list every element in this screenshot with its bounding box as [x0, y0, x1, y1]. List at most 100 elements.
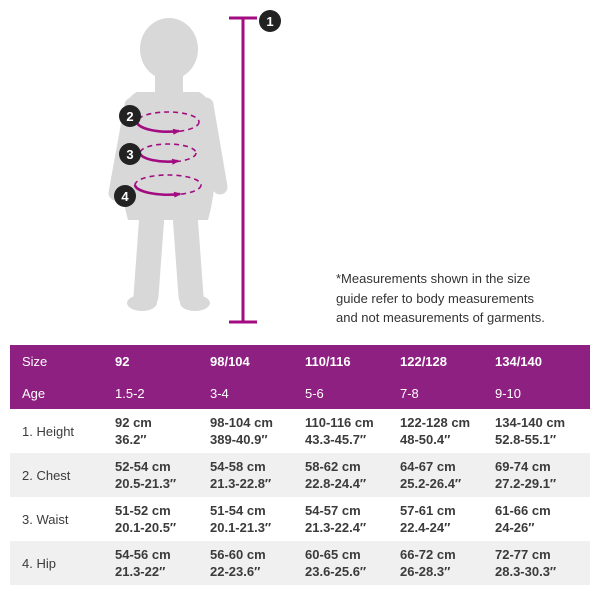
inch-value: 21.3-22″ — [115, 564, 166, 579]
table-cell: 69-74 cm 27.2-29.1″ — [495, 458, 590, 492]
inch-value: 52.8-55.1″ — [495, 432, 557, 447]
table-cell: 134-140 cm 52.8-55.1″ — [495, 414, 590, 448]
marker-2-number: 2 — [126, 109, 133, 124]
age-value: 7-8 — [400, 385, 419, 401]
chest-measure-ellipse — [135, 111, 200, 135]
table-cell: 54-58 cm 21.3-22.8″ — [210, 458, 305, 492]
note-line: and not measurements of garments. — [336, 310, 545, 325]
cm-value: 61-66 cm — [495, 503, 551, 518]
table-body: 1. Height 92 cm 36.2″ 98-104 cm 389-40.9… — [10, 409, 590, 585]
figure-canvas: 1 2 3 4 — [108, 10, 281, 324]
row-waist: 3. Waist 51-52 cm 20.1-20.5″ 51-54 cm 20… — [10, 497, 590, 541]
note-line: *Measurements shown in the size — [336, 271, 531, 286]
child-silhouette — [108, 18, 228, 311]
size-header-label: Size — [22, 353, 48, 369]
table-cell: 61-66 cm 24-26″ — [495, 502, 590, 536]
table-cell: 54-56 cm 21.3-22″ — [115, 546, 210, 580]
inch-value: 20.1-21.3″ — [210, 520, 272, 535]
inch-value: 389-40.9″ — [210, 432, 268, 447]
cm-value: 60-65 cm — [305, 547, 361, 562]
cm-value: 69-74 cm — [495, 459, 551, 474]
cm-value: 66-72 cm — [400, 547, 456, 562]
cm-value: 134-140 cm — [495, 415, 566, 430]
size-column-header: 122/128 — [400, 353, 447, 369]
size-header-row: Size 92 98/104 110/116 122/128 134/140 — [10, 345, 590, 377]
table-cell: 52-54 cm 20.5-21.3″ — [115, 458, 210, 492]
row-hip: 4. Hip 54-56 cm 21.3-22″ 56-60 cm 22-23.… — [10, 541, 590, 585]
marker-1-number: 1 — [266, 14, 273, 29]
measurement-note: *Measurements shown in the size guide re… — [336, 269, 576, 328]
table-cell: 64-67 cm 25.2-26.4″ — [400, 458, 495, 492]
cm-value: 51-52 cm — [115, 503, 171, 518]
age-value: 9-10 — [495, 385, 522, 401]
inch-value: 25.2-26.4″ — [400, 476, 462, 491]
row-label: 4. Hip — [22, 555, 56, 571]
cm-value: 57-61 cm — [400, 503, 456, 518]
row-label: 3. Waist — [22, 511, 69, 527]
inch-value: 23.6-25.6″ — [305, 564, 367, 579]
cm-value: 98-104 cm — [210, 415, 273, 430]
cm-value: 64-67 cm — [400, 459, 456, 474]
inch-value: 21.3-22.8″ — [210, 476, 272, 491]
table-cell: 51-52 cm 20.1-20.5″ — [115, 502, 210, 536]
size-column-header: 92 — [115, 353, 130, 369]
table-cell: 58-62 cm 22.8-24.4″ — [305, 458, 400, 492]
table-cell: 72-77 cm 28.3-30.3″ — [495, 546, 590, 580]
cm-value: 56-60 cm — [210, 547, 266, 562]
cm-value: 51-54 cm — [210, 503, 266, 518]
table-cell: 51-54 cm 20.1-21.3″ — [210, 502, 305, 536]
marker-3-badge: 3 — [119, 143, 141, 165]
inch-value: 43.3-45.7″ — [305, 432, 367, 447]
marker-4-number: 4 — [121, 189, 129, 204]
row-label: 2. Chest — [22, 467, 71, 483]
inch-value: 26-28.3″ — [400, 564, 451, 579]
inch-value: 20.5-21.3″ — [115, 476, 177, 491]
marker-2-badge: 2 — [119, 105, 141, 127]
cm-value: 58-62 cm — [305, 459, 361, 474]
inch-value: 20.1-20.5″ — [115, 520, 177, 535]
table-cell: 92 cm 36.2″ — [115, 414, 210, 448]
note-line: guide refer to body measurements — [336, 290, 534, 306]
marker-4-badge: 4 — [114, 185, 136, 207]
age-header-label: Age — [22, 385, 46, 401]
table-cell: 54-57 cm 21.3-22.4″ — [305, 502, 400, 536]
inch-value: 21.3-22.4″ — [305, 520, 367, 535]
inch-value: 28.3-30.3″ — [495, 564, 557, 579]
age-value: 5-6 — [305, 385, 324, 401]
size-column-header: 134/140 — [495, 353, 542, 369]
marker-3-number: 3 — [126, 147, 133, 162]
inch-value: 36.2″ — [115, 432, 147, 447]
table-cell: 110-116 cm 43.3-45.7″ — [305, 414, 400, 448]
cm-value: 52-54 cm — [115, 459, 171, 474]
cm-value: 54-58 cm — [210, 459, 266, 474]
age-value: 1.5-2 — [115, 385, 145, 401]
inch-value: 27.2-29.1″ — [495, 476, 557, 491]
table-header: Size 92 98/104 110/116 122/128 134/140 A… — [10, 345, 590, 409]
row-height: 1. Height 92 cm 36.2″ 98-104 cm 389-40.9… — [10, 409, 590, 453]
row-label: 1. Height — [22, 423, 75, 439]
age-value: 3-4 — [210, 385, 229, 401]
inch-value: 22.8-24.4″ — [305, 476, 367, 491]
cm-value: 54-57 cm — [305, 503, 361, 518]
waist-measure-ellipse — [138, 143, 197, 165]
size-table: Size 92 98/104 110/116 122/128 134/140 A… — [10, 345, 590, 585]
cm-value: 110-116 cm — [305, 415, 374, 430]
hip-measure-ellipse — [133, 174, 202, 198]
inch-value: 22-23.6″ — [210, 564, 261, 579]
table-cell: 98-104 cm 389-40.9″ — [210, 414, 305, 448]
size-column-header: 110/116 — [305, 353, 351, 369]
inch-value: 48-50.4″ — [400, 432, 451, 447]
size-column-header: 98/104 — [210, 353, 250, 369]
table-cell: 57-61 cm 22.4-24″ — [400, 502, 495, 536]
row-chest: 2. Chest 52-54 cm 20.5-21.3″ 54-58 cm 21… — [10, 453, 590, 497]
height-measure-line — [229, 16, 257, 324]
table-cell: 56-60 cm 22-23.6″ — [210, 546, 305, 580]
cm-value: 122-128 cm — [400, 415, 471, 430]
inch-value: 22.4-24″ — [400, 520, 451, 535]
age-header-row: Age 1.5-2 3-4 5-6 7-8 9-10 — [10, 377, 590, 409]
cm-value: 54-56 cm — [115, 547, 171, 562]
table-cell: 60-65 cm 23.6-25.6″ — [305, 546, 400, 580]
cm-value: 72-77 cm — [495, 547, 551, 562]
table-cell: 122-128 cm 48-50.4″ — [400, 414, 495, 448]
